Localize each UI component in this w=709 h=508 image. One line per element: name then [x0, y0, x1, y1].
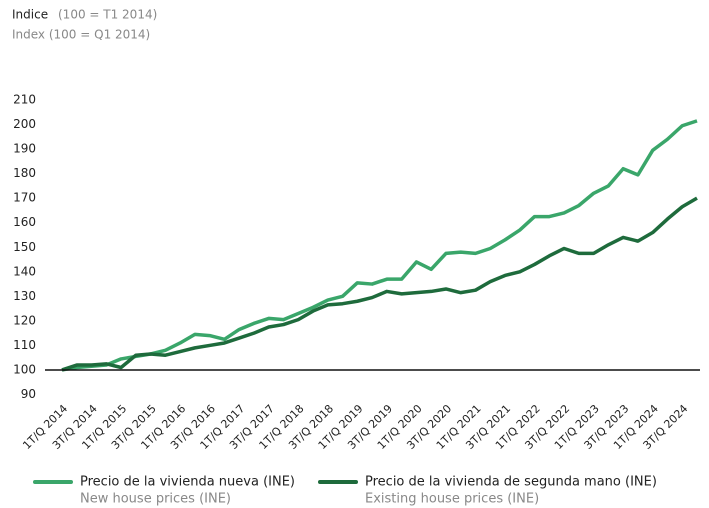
series-line	[61, 119, 698, 372]
chart-subtitle: Index (100 = Q1 2014)	[12, 28, 150, 42]
y-tick-label: 160	[13, 215, 36, 229]
legend-sublabel: Existing house prices (INE)	[365, 492, 539, 507]
chart-title: Indice	[12, 8, 48, 22]
y-tick-label: 180	[13, 166, 36, 180]
y-tick-label: 110	[13, 338, 36, 352]
y-tick-label: 140	[13, 264, 36, 278]
y-tick-label: 120	[13, 313, 36, 327]
y-tick-label: 150	[13, 240, 36, 254]
legend-label: Precio de la vivienda nueva (INE)	[80, 475, 295, 490]
chart-title-note: (100 = T1 2014)	[58, 8, 157, 22]
y-tick-label: 190	[13, 142, 36, 156]
y-tick-label: 170	[13, 191, 36, 205]
y-tick-label: 130	[13, 289, 36, 303]
y-tick-label: 200	[13, 117, 36, 131]
y-tick-label: 100	[13, 362, 36, 376]
legend-sublabel: New house prices (INE)	[80, 492, 231, 507]
series-line	[61, 196, 698, 372]
y-tick-label: 90	[21, 387, 36, 401]
y-tick-label: 210	[13, 93, 36, 107]
legend-label: Precio de la vivienda de segunda mano (I…	[365, 475, 657, 490]
